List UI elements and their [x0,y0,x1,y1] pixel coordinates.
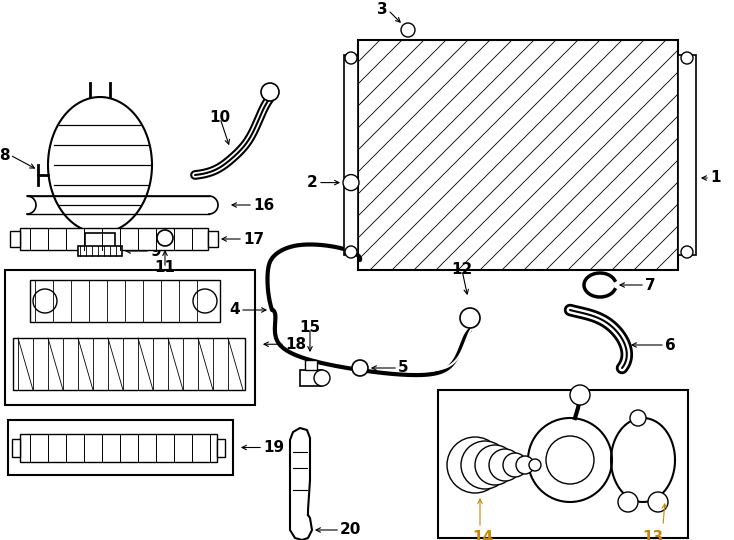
Circle shape [681,52,693,64]
Bar [27,196,209,214]
Circle shape [461,441,509,489]
Circle shape [570,385,590,405]
Polygon shape [611,418,675,502]
Circle shape [447,437,503,493]
Text: 7: 7 [645,278,655,293]
Text: 9: 9 [150,244,161,259]
Text: 6: 6 [665,338,676,353]
Text: 14: 14 [473,530,493,540]
Circle shape [193,289,217,313]
Circle shape [345,52,357,64]
Text: 18: 18 [285,337,306,352]
Circle shape [630,410,646,426]
Text: 11: 11 [154,260,175,275]
Text: 4: 4 [229,302,240,318]
Bar [358,40,678,270]
Circle shape [648,492,668,512]
Bar [78,246,122,256]
Circle shape [546,436,594,484]
Circle shape [343,174,359,191]
Bar [217,439,225,457]
Bar [678,55,696,255]
Text: 5: 5 [398,361,409,375]
Circle shape [261,83,279,101]
Bar [20,434,217,462]
Text: 16: 16 [253,198,275,213]
Circle shape [503,453,527,477]
Circle shape [618,492,638,512]
Bar [10,231,20,247]
Bar [8,420,233,475]
Text: 10: 10 [209,111,230,125]
Circle shape [516,456,534,474]
Bar [300,370,322,386]
Bar [344,55,358,255]
Text: 2: 2 [308,175,318,190]
Text: 12: 12 [451,262,473,278]
Polygon shape [290,428,312,540]
Circle shape [475,445,515,485]
Circle shape [529,459,541,471]
Circle shape [352,360,368,376]
Polygon shape [48,97,152,233]
Text: 15: 15 [299,321,321,335]
Bar [20,228,208,250]
Circle shape [401,23,415,37]
Circle shape [681,246,693,258]
Text: 17: 17 [243,232,264,246]
Bar [30,280,220,322]
Circle shape [314,370,330,386]
Text: 8: 8 [0,147,10,163]
Bar [5,270,255,405]
Text: 20: 20 [340,523,361,537]
Circle shape [345,246,357,258]
Text: 19: 19 [263,440,284,455]
Text: 13: 13 [642,530,664,540]
Bar [208,231,218,247]
Text: 1: 1 [710,171,721,186]
Circle shape [489,449,521,481]
Text: 3: 3 [377,3,388,17]
Bar [13,338,245,390]
Circle shape [460,308,480,328]
Bar [85,233,115,251]
Bar [305,360,317,370]
Bar [438,390,688,538]
Bar [12,439,20,457]
Circle shape [157,230,173,246]
Circle shape [33,289,57,313]
Circle shape [528,418,612,502]
